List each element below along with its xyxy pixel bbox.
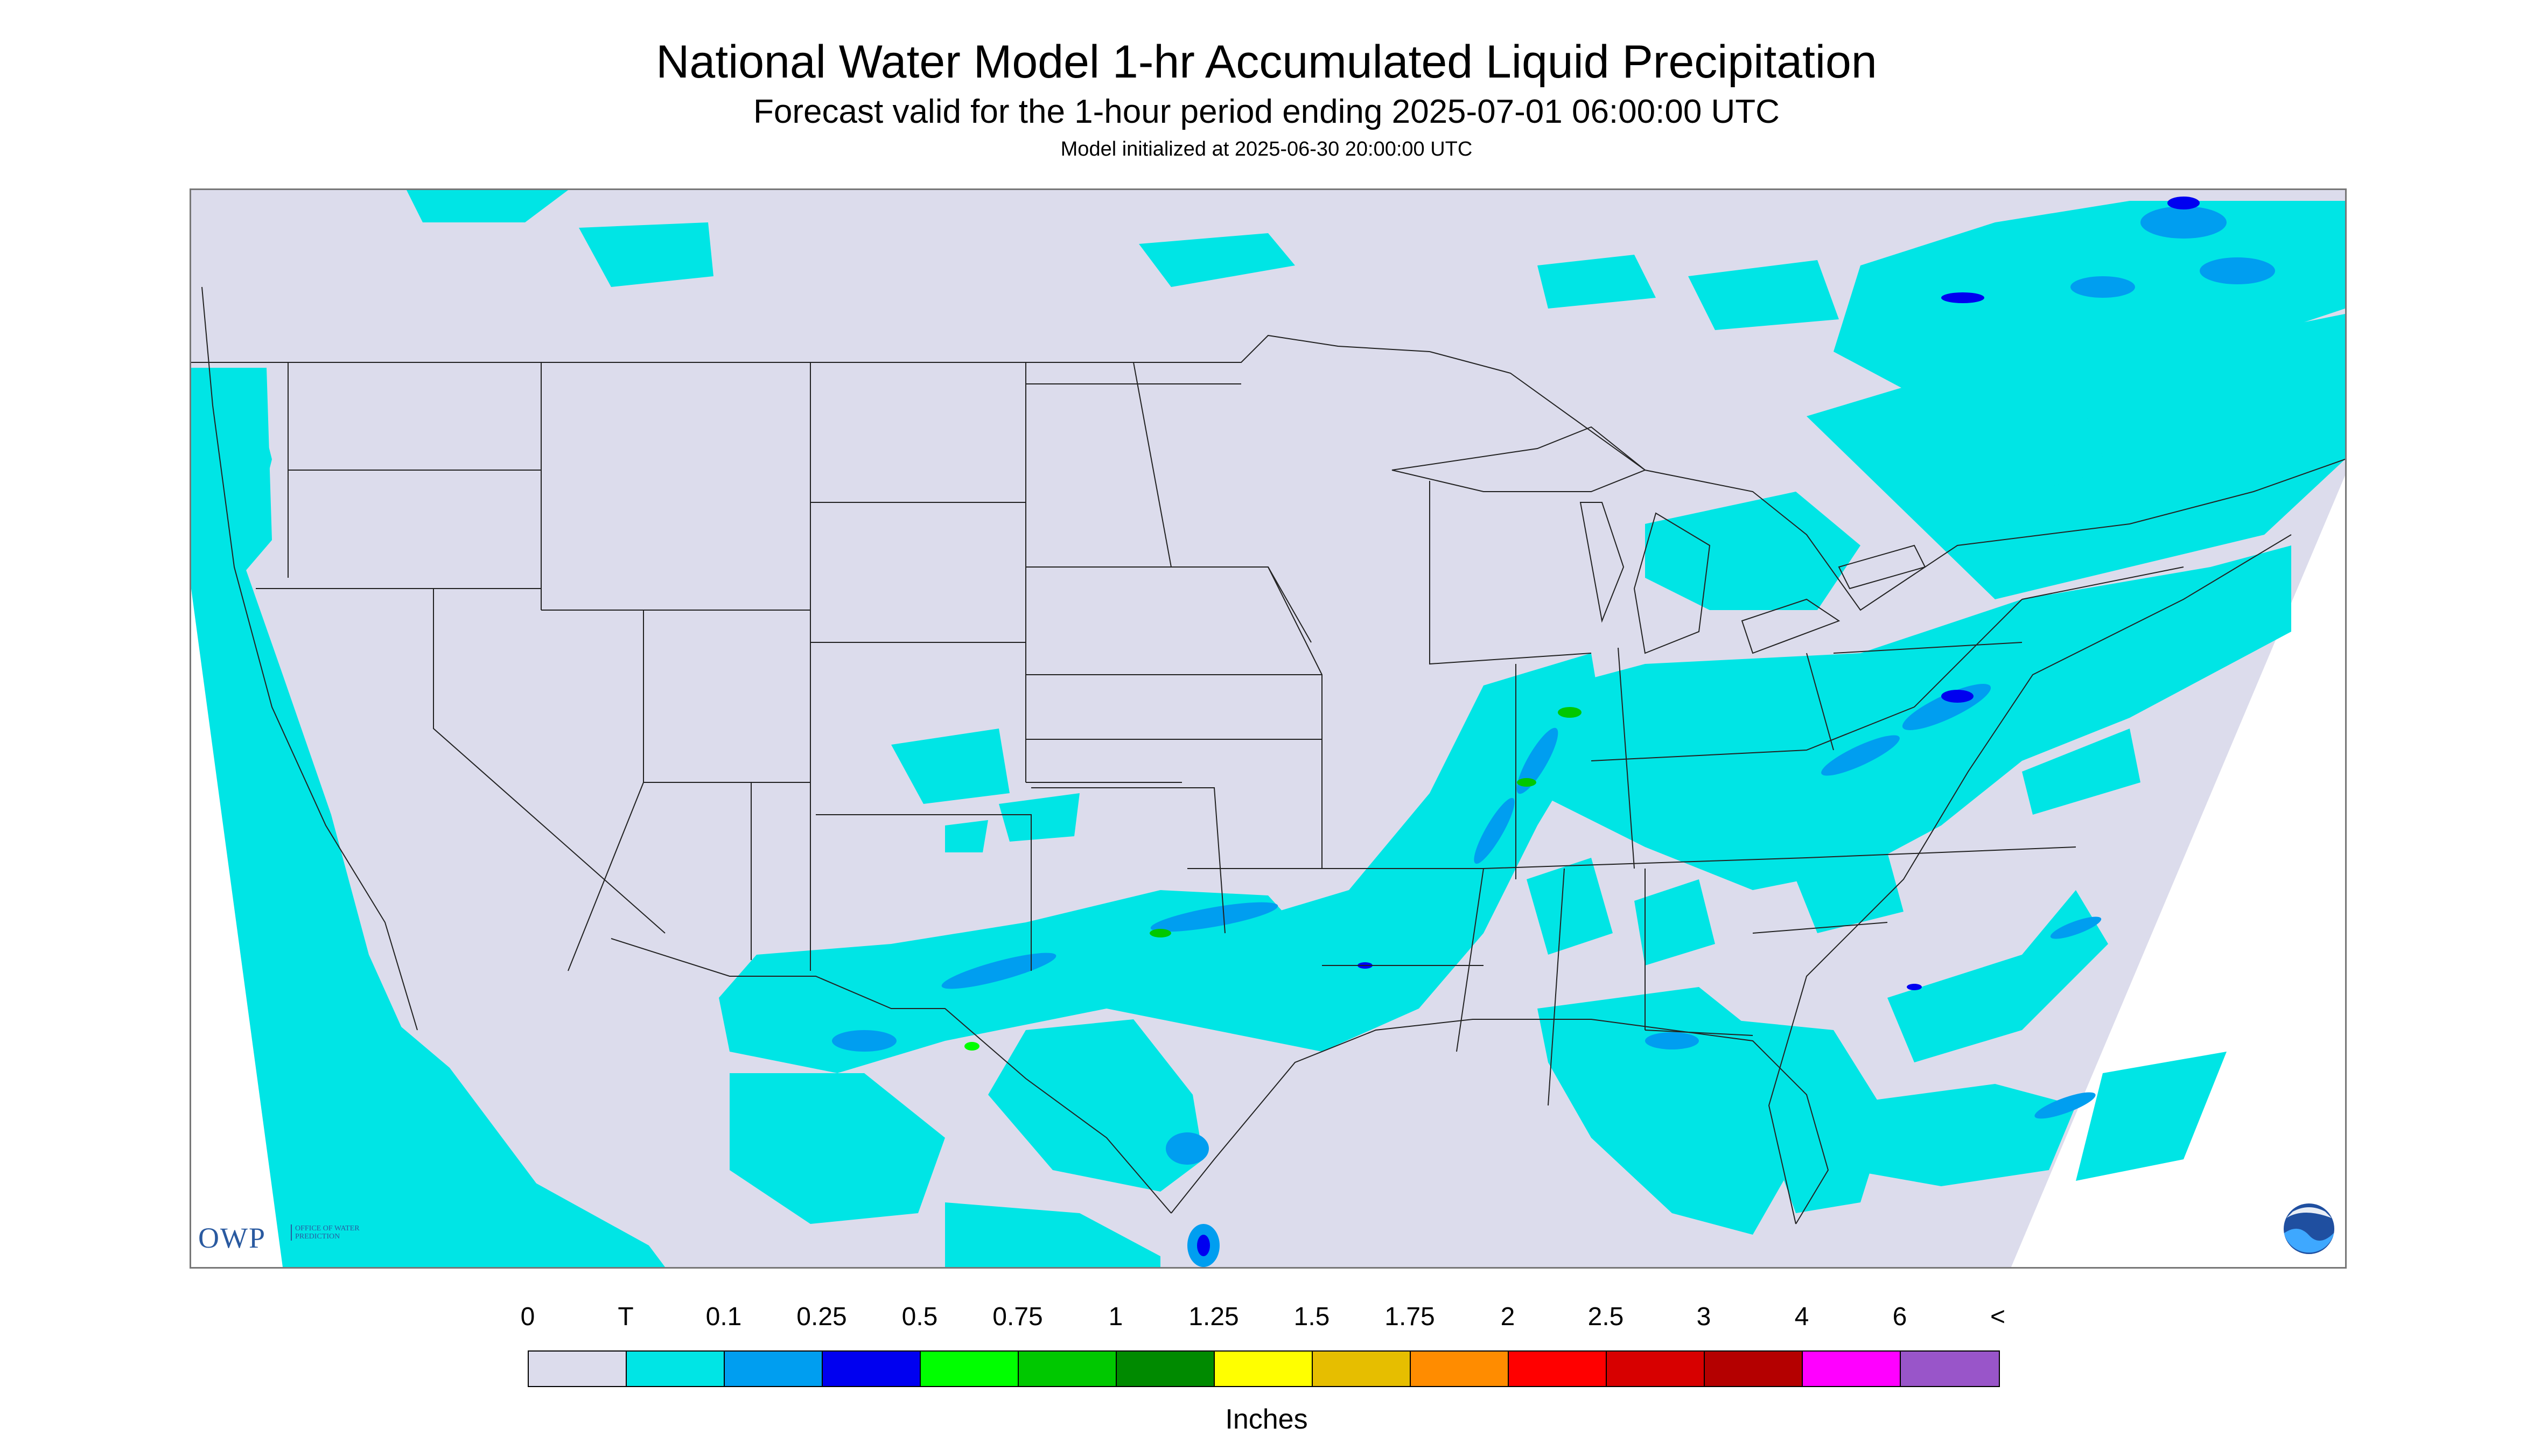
legend-swatch (725, 1352, 823, 1386)
legend-tick-label: 2.5 (1587, 1303, 1624, 1331)
legend-swatch (1607, 1352, 1705, 1386)
legend-tick-label: T (618, 1303, 634, 1331)
map-svg (191, 190, 2345, 1267)
noaa-logo-icon (2283, 1202, 2335, 1255)
legend-tick-label: 0.5 (901, 1303, 938, 1331)
legend-swatch (1215, 1352, 1313, 1386)
legend-swatch (1411, 1352, 1509, 1386)
legend-tick-label: < (1990, 1303, 2006, 1331)
legend-swatch (529, 1352, 627, 1386)
legend-tick-label: 0.1 (705, 1303, 742, 1331)
map-title: National Water Model 1-hr Accumulated Li… (656, 36, 1877, 88)
legend-tick-label: 0 (520, 1303, 535, 1331)
legend-tick-label: 2 (1500, 1303, 1515, 1331)
legend-swatch (823, 1352, 921, 1386)
trace-precip-areas (191, 190, 2345, 1267)
legend-swatch (1019, 1352, 1117, 1386)
map-subtitle: Forecast valid for the 1-hour period end… (753, 93, 1780, 130)
owp-logo-text: OWP (198, 1222, 266, 1254)
owp-logo: OWP OFFICE OF WATER PREDICTION (198, 1221, 370, 1260)
legend-units-label: Inches (1225, 1404, 1308, 1435)
precipitation-map (190, 188, 2347, 1269)
legend-color-bar (528, 1350, 2000, 1387)
legend-tick-label: 6 (1892, 1303, 1907, 1331)
owp-logo-subtext: OFFICE OF WATER PREDICTION (291, 1224, 370, 1241)
legend-tick-label: 1 (1108, 1303, 1123, 1331)
legend-swatch (1901, 1352, 1999, 1386)
model-init-time: Model initialized at 2025-06-30 20:00:00… (1060, 138, 1473, 160)
legend-swatch (921, 1352, 1019, 1386)
legend-swatch (1117, 1352, 1215, 1386)
legend-swatch (1803, 1352, 1901, 1386)
legend-swatch (1509, 1352, 1607, 1386)
legend-swatch (1705, 1352, 1803, 1386)
legend-tick-label: 3 (1696, 1303, 1711, 1331)
moderate-precip-cells (832, 206, 2275, 1267)
legend-tick-label: 0.25 (796, 1303, 847, 1331)
legend-tick-label: 0.75 (992, 1303, 1043, 1331)
legend-tick-label: 4 (1794, 1303, 1809, 1331)
legend-swatch (1313, 1352, 1411, 1386)
legend-tick-label: 1.25 (1188, 1303, 1239, 1331)
legend-tick-label: 1.5 (1293, 1303, 1330, 1331)
legend-tick-label: 1.75 (1384, 1303, 1435, 1331)
political-boundaries (191, 286, 2345, 1224)
heavy-precip-cells (964, 197, 2200, 1256)
legend-swatch (627, 1352, 725, 1386)
